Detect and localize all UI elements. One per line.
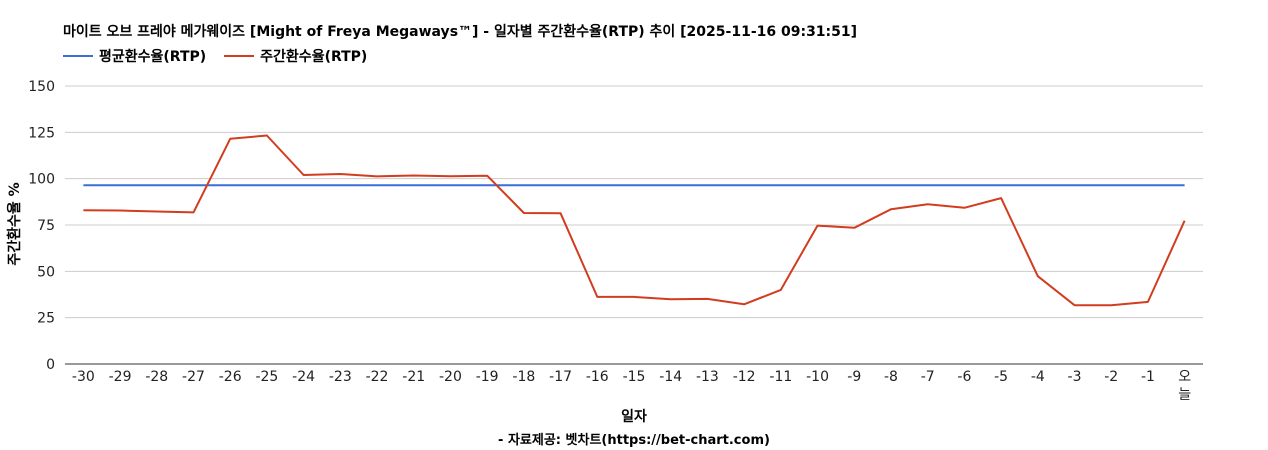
x-tick-label: -28 xyxy=(145,369,168,385)
x-tick-label: -21 xyxy=(402,369,425,385)
legend-label-weekly: 주간환수율(RTP) xyxy=(260,49,368,65)
y-axis-ticks: 0 25 50 75 100 125 150 xyxy=(28,79,55,373)
chart-title: 마이트 오브 프레야 메가웨이즈 [Might of Freya Megaway… xyxy=(63,24,858,40)
legend: 평균환수율(RTP) 주간환수율(RTP) xyxy=(63,46,367,66)
x-tick-label: -13 xyxy=(696,369,719,385)
legend-swatch-weekly xyxy=(224,55,255,57)
x-tick-label: -16 xyxy=(586,369,609,385)
x-tick-label: -22 xyxy=(366,369,389,385)
x-tick-label: -11 xyxy=(769,369,792,385)
y-tick-label: 150 xyxy=(28,79,55,95)
x-tick-label: -9 xyxy=(847,369,861,385)
x-tick-label: 늘 xyxy=(1178,387,1191,403)
x-tick-label: -1 xyxy=(1141,369,1155,385)
x-tick-label: -20 xyxy=(439,369,462,385)
x-tick-label: -29 xyxy=(109,369,132,385)
legend-item-weekly[interactable]: 주간환수율(RTP) xyxy=(224,46,367,66)
y-tick-label: 75 xyxy=(37,218,55,234)
series-line-weekly xyxy=(83,134,1186,307)
legend-item-average[interactable]: 평균환수율(RTP) xyxy=(63,46,206,66)
x-tick-label: -15 xyxy=(623,369,646,385)
x-tick-label: -3 xyxy=(1068,369,1082,385)
y-axis-title: 주간환수율 % xyxy=(7,182,23,266)
legend-swatch-average xyxy=(63,55,93,57)
x-tick-label: -24 xyxy=(292,369,315,385)
x-tick-label: -27 xyxy=(182,369,205,385)
y-tick-label: 25 xyxy=(37,311,55,327)
x-tick-label: -17 xyxy=(549,369,572,385)
x-tick-label: -6 xyxy=(957,369,971,385)
x-tick-label: -26 xyxy=(219,369,242,385)
x-tick-label: -5 xyxy=(994,369,1008,385)
y-tick-label: 0 xyxy=(46,357,55,373)
x-tick-label: -2 xyxy=(1104,369,1118,385)
series-lines xyxy=(83,134,1186,307)
legend-label-average: 평균환수율(RTP) xyxy=(99,49,207,65)
x-tick-label: -7 xyxy=(921,369,935,385)
y-tick-label: 50 xyxy=(37,264,55,280)
x-tick-label: -19 xyxy=(476,369,499,385)
x-tick-label: -10 xyxy=(806,369,829,385)
x-tick-label: -8 xyxy=(884,369,898,385)
x-tick-label: -4 xyxy=(1031,369,1045,385)
x-tick-label: -14 xyxy=(659,369,682,385)
grid-lines xyxy=(65,85,1203,319)
x-tick-label: 오 xyxy=(1178,369,1191,385)
x-axis-ticks: -30 -29 -28 -27 -26 -25 -24 -23 -22 -21 -20 -19 -18-… xyxy=(72,369,1191,403)
y-tick-label: 125 xyxy=(28,125,55,141)
x-tick-label: -18 xyxy=(512,369,535,385)
x-axis-title: 일자 xyxy=(621,409,647,425)
x-tick-label: -12 xyxy=(733,369,756,385)
x-tick-label: -23 xyxy=(329,369,352,385)
y-tick-label: 100 xyxy=(28,172,55,188)
source-footer: - 자료제공: 벳차트(https://bet-chart.com) xyxy=(498,433,770,448)
x-tick-label: -30 xyxy=(72,369,95,385)
x-tick-label: -25 xyxy=(255,369,278,385)
